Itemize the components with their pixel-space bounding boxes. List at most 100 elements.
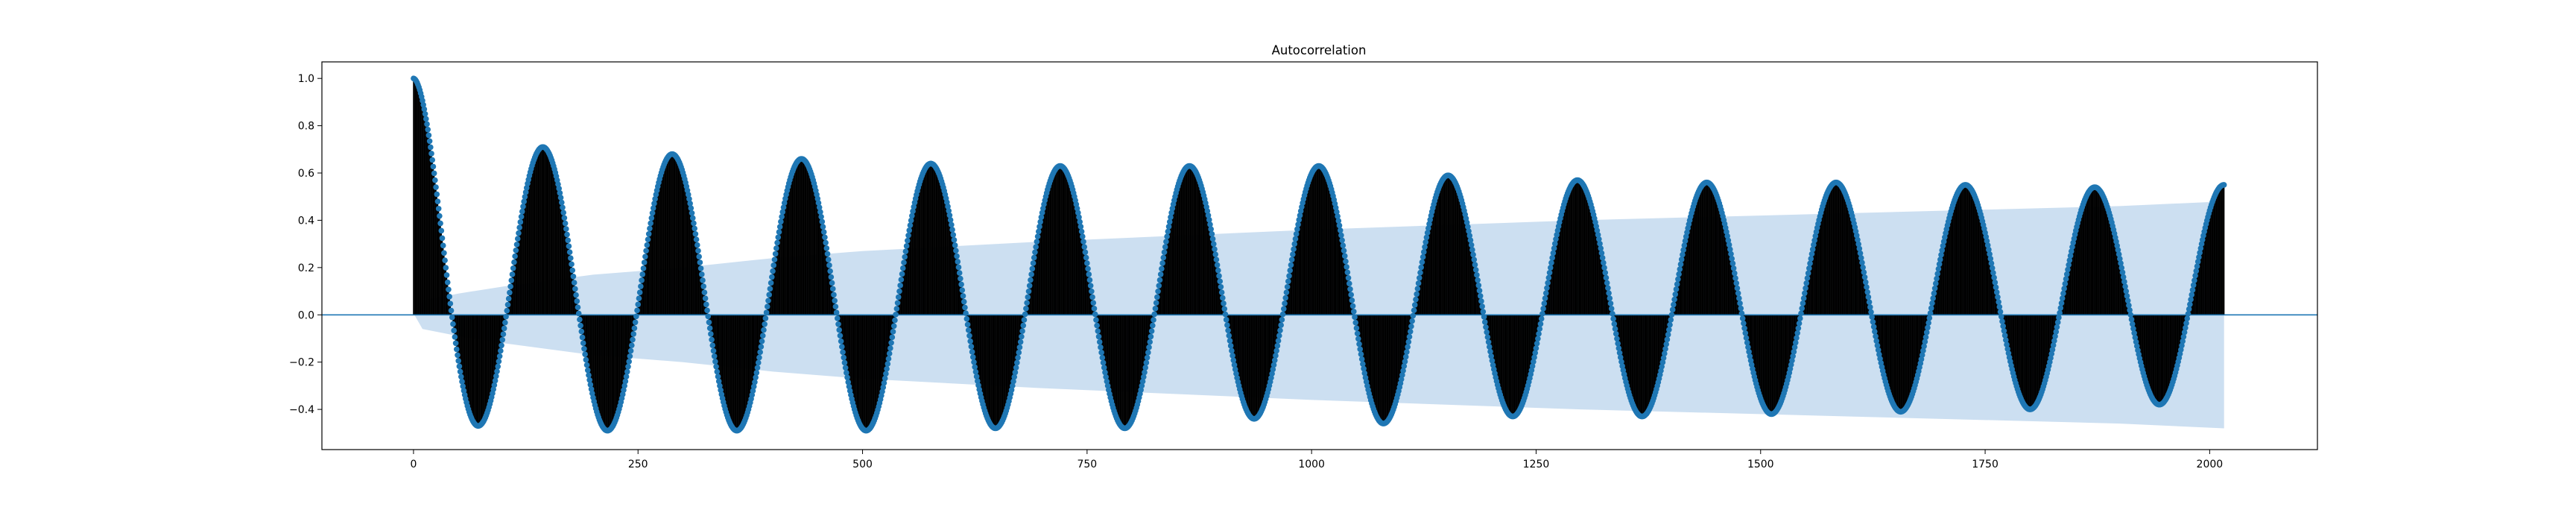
acf-marker (1423, 239, 1429, 245)
acf-marker (1727, 246, 1733, 253)
acf-marker (1618, 359, 1624, 365)
acf-marker (759, 338, 765, 344)
acf-markers (411, 75, 2227, 434)
acf-marker (1163, 239, 1169, 245)
acf-marker (1869, 314, 1876, 320)
acf-marker (1867, 304, 1873, 310)
acf-marker (1346, 280, 1352, 287)
acf-marker (643, 248, 649, 254)
acf-marker (1344, 269, 1351, 276)
acf-marker (1668, 317, 1674, 323)
acf-marker (1098, 344, 1104, 350)
acf-marker (2058, 300, 2065, 306)
acf-marker (1808, 251, 1815, 257)
acf-marker (1745, 344, 1751, 350)
acf-marker (500, 331, 507, 338)
acf-marker (1098, 350, 1104, 356)
acf-marker (426, 138, 433, 145)
acf-marker (1016, 344, 1023, 350)
acf-marker (764, 303, 770, 310)
acf-marker (1858, 255, 1864, 261)
acf-marker (1599, 255, 1606, 261)
acf-marker (946, 212, 953, 218)
acf-marker (1674, 281, 1680, 287)
acf-marker (1028, 277, 1034, 283)
acf-marker (516, 224, 522, 230)
acf-marker (894, 300, 901, 306)
acf-marker (832, 303, 839, 310)
acf-marker (714, 368, 721, 375)
acf-marker (557, 195, 564, 201)
acf-marker (1472, 262, 1478, 268)
acf-marker (566, 249, 573, 255)
acf-marker (2063, 276, 2069, 282)
acf-marker (1537, 321, 1544, 327)
y-tick-label: 1.0 (298, 73, 314, 85)
acf-marker (829, 286, 836, 292)
acf-marker (1012, 369, 1019, 376)
acf-marker (826, 262, 832, 268)
acf-marker (446, 294, 452, 300)
acf-marker (834, 315, 841, 321)
acf-marker (1038, 214, 1045, 221)
acf-marker (1806, 265, 1812, 271)
acf-marker (1398, 376, 1405, 382)
acf-marker (1288, 256, 1295, 263)
acf-marker (1551, 241, 1558, 247)
acf-marker (1540, 306, 1546, 312)
acf-marker (492, 377, 499, 384)
acf-marker (905, 237, 911, 244)
acf-marker (1866, 299, 1873, 305)
acf-marker (972, 368, 979, 375)
acf-marker (2057, 305, 2064, 311)
acf-marker (973, 374, 980, 380)
acf-marker (950, 232, 957, 238)
x-tick-label: 1000 (1298, 459, 1325, 470)
acf-marker (2197, 250, 2203, 256)
acf-marker (1232, 366, 1238, 373)
acf-marker (623, 374, 630, 380)
acf-marker (1411, 307, 1417, 313)
acf-marker (1925, 324, 1931, 331)
acf-marker (2194, 259, 2201, 265)
acf-marker (2189, 292, 2195, 298)
acf-marker (1104, 378, 1110, 385)
acf-marker (1553, 236, 1559, 242)
acf-marker (1019, 328, 1025, 334)
acf-marker (428, 144, 434, 151)
acf-marker (1742, 330, 1749, 336)
acf-marker (1606, 290, 1612, 296)
acf-marker (455, 352, 461, 359)
acf-marker (768, 280, 774, 286)
acf-marker (1667, 321, 1673, 328)
y-tick-label: 0.4 (298, 215, 314, 227)
acf-marker (1278, 322, 1284, 328)
acf-marker (1147, 338, 1153, 345)
acf-marker (1335, 213, 1341, 219)
acf-marker (1423, 234, 1430, 241)
acf-marker (965, 327, 972, 333)
acf-marker (1474, 272, 1480, 278)
acf-marker (433, 184, 439, 190)
acf-marker (2198, 241, 2205, 248)
acf-marker (2120, 274, 2127, 280)
acf-marker (1855, 236, 1861, 243)
acf-marker (701, 289, 708, 295)
acf-marker (1089, 294, 1095, 300)
acf-marker (824, 251, 831, 257)
acf-marker (1548, 259, 1554, 266)
acf-marker (955, 259, 961, 265)
acf-marker (1537, 326, 1543, 332)
acf-marker (1084, 260, 1090, 266)
acf-marker (631, 325, 638, 331)
acf-marker (890, 323, 897, 330)
acf-marker (1334, 209, 1340, 215)
acf-marker (650, 205, 656, 212)
acf-marker (1736, 295, 1742, 301)
acf-marker (902, 248, 909, 255)
acf-marker (1811, 242, 1817, 248)
acf-marker (1032, 249, 1038, 256)
acf-marker (1076, 214, 1082, 221)
acf-marker (1984, 238, 1990, 244)
acf-marker (444, 279, 451, 286)
